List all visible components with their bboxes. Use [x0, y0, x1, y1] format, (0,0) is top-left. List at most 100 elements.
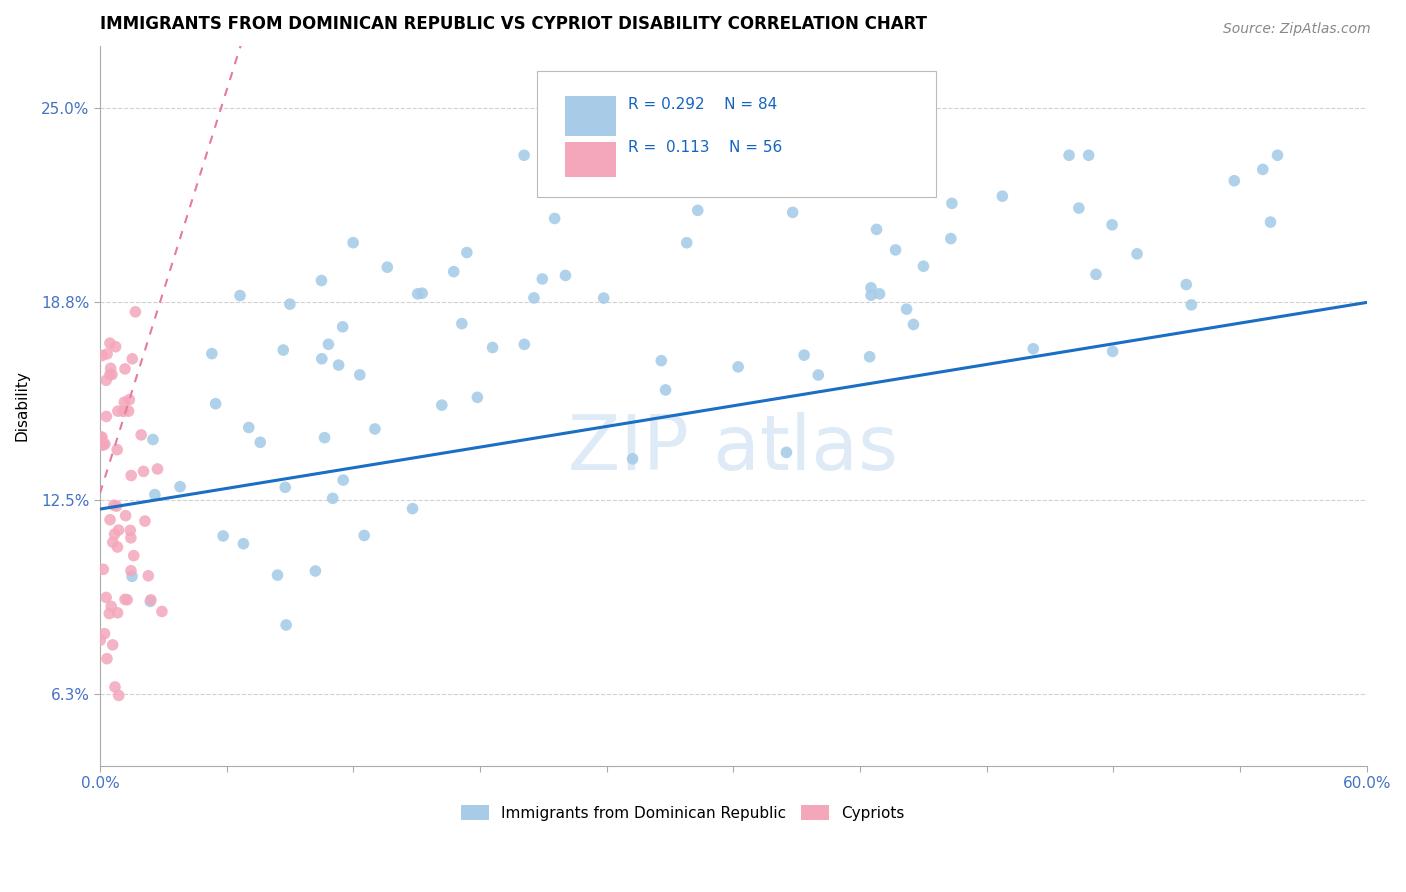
Point	[201, 346, 224, 360]
Point	[105, 499, 128, 513]
Point	[274, 480, 297, 494]
Point	[266, 568, 288, 582]
Point	[430, 398, 453, 412]
Point	[129, 428, 152, 442]
Point	[912, 259, 935, 273]
Point	[675, 235, 697, 250]
Point	[654, 383, 676, 397]
Point	[311, 274, 333, 288]
Point	[401, 501, 423, 516]
Point	[139, 592, 162, 607]
Point	[134, 514, 156, 528]
Point	[117, 404, 139, 418]
Point	[120, 468, 142, 483]
Point	[782, 205, 804, 219]
Point	[101, 638, 124, 652]
Point	[1267, 148, 1289, 162]
Point	[1260, 215, 1282, 229]
Point	[107, 540, 129, 554]
Legend: Immigrants from Dominican Republic, Cypriots: Immigrants from Dominican Republic, Cypr…	[456, 798, 910, 827]
Point	[278, 297, 301, 311]
Point	[314, 431, 336, 445]
Point	[96, 373, 118, 387]
Point	[304, 564, 326, 578]
Point	[91, 438, 114, 452]
Point	[869, 286, 891, 301]
Point	[121, 351, 143, 366]
Point	[91, 430, 114, 444]
Point	[621, 451, 644, 466]
Text: R = 0.292    N = 84: R = 0.292 N = 84	[628, 97, 778, 112]
Point	[523, 291, 546, 305]
Point	[142, 433, 165, 447]
Point	[98, 607, 121, 621]
Point	[89, 633, 111, 648]
Text: R =  0.113    N = 56: R = 0.113 N = 56	[628, 140, 782, 155]
Point	[94, 437, 117, 451]
Point	[411, 286, 433, 301]
Point	[100, 599, 122, 614]
Point	[105, 442, 128, 457]
Point	[169, 480, 191, 494]
Text: Source: ZipAtlas.com: Source: ZipAtlas.com	[1223, 22, 1371, 37]
Point	[107, 689, 129, 703]
Point	[807, 368, 830, 382]
Point	[318, 337, 340, 351]
Point	[121, 569, 143, 583]
Point	[124, 305, 146, 319]
Point	[860, 281, 883, 295]
Point	[342, 235, 364, 250]
Point	[96, 409, 118, 424]
Point	[328, 358, 350, 372]
Point	[112, 404, 135, 418]
Point	[276, 618, 298, 632]
FancyBboxPatch shape	[565, 142, 616, 177]
Point	[107, 523, 129, 537]
Point	[1101, 218, 1123, 232]
Point	[727, 359, 749, 374]
Point	[96, 591, 118, 605]
Text: ZIP atlas: ZIP atlas	[568, 412, 898, 486]
Point	[1126, 247, 1149, 261]
Point	[104, 680, 127, 694]
Point	[238, 420, 260, 434]
Point	[229, 288, 252, 302]
Point	[896, 302, 918, 317]
Point	[775, 445, 797, 459]
Point	[859, 350, 882, 364]
Point	[98, 336, 121, 351]
Y-axis label: Disability: Disability	[15, 370, 30, 442]
Point	[112, 395, 135, 409]
Point	[349, 368, 371, 382]
Point	[865, 222, 887, 236]
Point	[1223, 174, 1246, 188]
Point	[114, 592, 136, 607]
Point	[136, 569, 159, 583]
Point	[122, 549, 145, 563]
Point	[592, 291, 614, 305]
Point	[311, 351, 333, 366]
Point	[114, 362, 136, 376]
Point	[1175, 277, 1198, 292]
Point	[450, 317, 472, 331]
Point	[1077, 148, 1099, 162]
Point	[100, 361, 122, 376]
Point	[782, 148, 804, 162]
Point	[104, 340, 127, 354]
Point	[107, 404, 129, 418]
Point	[353, 528, 375, 542]
Point	[143, 488, 166, 502]
Point	[98, 513, 121, 527]
Point	[232, 537, 254, 551]
Point	[103, 498, 125, 512]
Point	[146, 462, 169, 476]
FancyBboxPatch shape	[565, 96, 616, 136]
Point	[364, 422, 387, 436]
Point	[332, 319, 354, 334]
Point	[91, 562, 114, 576]
Point	[101, 368, 124, 382]
Point	[120, 564, 142, 578]
Point	[120, 524, 142, 538]
Point	[1101, 344, 1123, 359]
Point	[375, 260, 398, 275]
